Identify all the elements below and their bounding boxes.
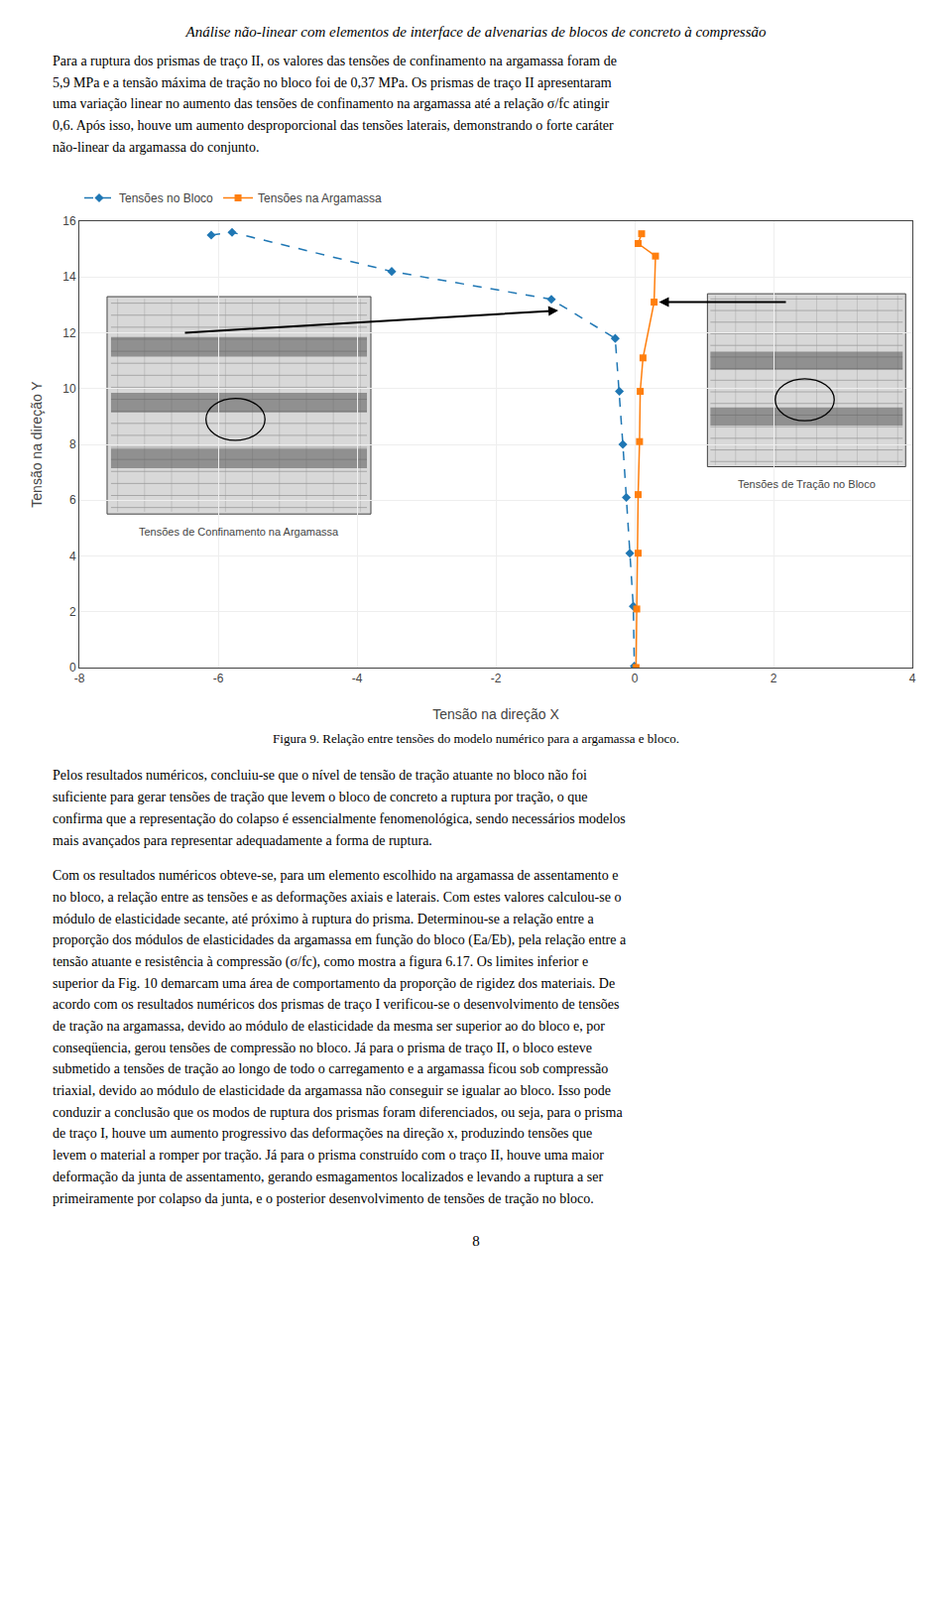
html-text:Pelos resultados numéricos, co: Pelos resultados numéricos, concluiu-se …: [52, 767, 626, 848]
svg-text:-6: -6: [213, 672, 225, 687]
svg-text:-2: -2: [490, 672, 502, 687]
html-text:Com os resultados numéricos ob: Com os resultados numéricos obteve-se, p…: [52, 867, 626, 1206]
svg-text:Tensões de Confinamento na Arg: Tensões de Confinamento na Argamassa: [138, 525, 340, 538]
svg-text:Tensão na direção X: Tensão na direção X: [432, 706, 560, 722]
svg-text:Tensões de Tração no Bloco: Tensões de Tração no Bloco: [737, 477, 876, 490]
svg-text:4: 4: [909, 672, 917, 687]
svg-text:Tensão na direção Y: Tensão na direção Y: [28, 380, 45, 508]
html-text:Análise não-linear com element: Análise não-linear com elementos de inte…: [185, 23, 767, 40]
html-text:Figura 9. Relação entre tensõe: Figura 9. Relação entre tensões do model…: [272, 731, 680, 747]
svg-text:0: 0: [631, 672, 639, 687]
html-text:8: 8: [472, 1232, 480, 1249]
svg-text:2: 2: [770, 672, 778, 687]
svg-text:-4: -4: [352, 672, 363, 687]
svg-text:14: 14: [62, 270, 77, 285]
html-text:Para a ruptura dos prismas de: Para a ruptura dos prismas de traço II, …: [52, 53, 617, 155]
svg-text:12: 12: [62, 326, 77, 341]
svg-text:6: 6: [69, 493, 77, 508]
svg-text:0: 0: [69, 661, 77, 676]
svg-text:4: 4: [69, 549, 77, 564]
svg-text:10: 10: [62, 381, 77, 396]
svg-text:16: 16: [62, 215, 77, 230]
svg-text:8: 8: [69, 438, 77, 453]
svg-text:2: 2: [69, 604, 77, 619]
svg-text:Tensões no Bloco: Tensões no Bloco: [119, 192, 214, 207]
svg-text:-8: -8: [74, 672, 86, 687]
svg-text:Tensões na Argamassa: Tensões na Argamassa: [257, 192, 382, 207]
